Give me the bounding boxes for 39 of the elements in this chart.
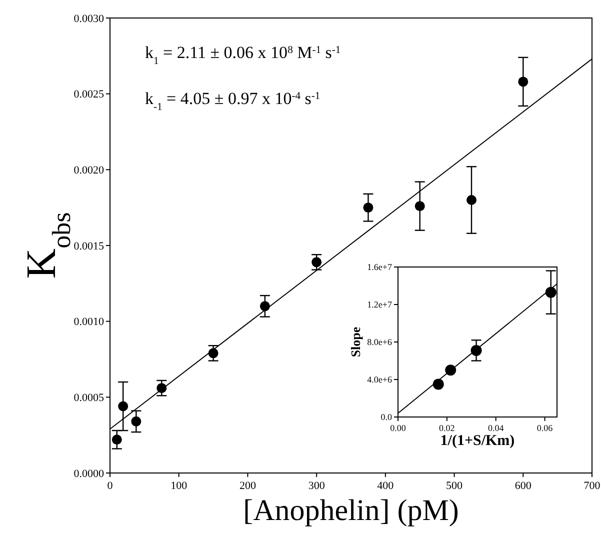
x-tick-label: 200 xyxy=(239,480,256,492)
y-tick-label: 8.0e+6 xyxy=(367,337,392,348)
point xyxy=(112,434,122,445)
point xyxy=(545,286,556,298)
y-tick-label: 4.0e+6 xyxy=(367,374,392,385)
x-tick-label: 600 xyxy=(514,480,532,492)
point xyxy=(414,201,425,212)
y-tick-label: 0.0025 xyxy=(74,88,104,101)
y-tick-label: 0.0005 xyxy=(74,392,104,404)
x-tick-label: 0.02 xyxy=(439,423,455,433)
x-tick-label: 500 xyxy=(446,480,464,492)
x-tick-label: 0 xyxy=(107,480,114,492)
y-tick-label: 1.2e+7 xyxy=(367,300,392,310)
y-axis-title: Slope xyxy=(348,326,363,358)
y-tick-label: 0.0015 xyxy=(74,240,104,252)
point xyxy=(363,202,374,213)
y-tick-label: 0.0000 xyxy=(74,468,104,480)
point xyxy=(518,76,528,87)
x-tick-label: 0.06 xyxy=(536,423,554,433)
x-tick-label: 0.04 xyxy=(488,423,504,433)
x-axis-title: 1/(1+S/Km) xyxy=(440,433,515,449)
point xyxy=(432,378,444,390)
annotation: k$_{-1}$ = 4.05 ± 0.97 x 10$^{-4}$ s$^{-1}$ xyxy=(145,89,320,112)
x-tick-label: 300 xyxy=(308,480,326,492)
y-tick-label: 1.6e+7 xyxy=(367,262,392,272)
point xyxy=(131,416,142,426)
y-tick-label: 0.0030 xyxy=(74,12,104,25)
y-tick-label: 0.0 xyxy=(380,412,392,422)
point xyxy=(312,257,322,268)
point xyxy=(118,401,128,412)
x-tick-label: 400 xyxy=(377,480,394,492)
point xyxy=(466,195,476,205)
y-tick-label: 0.0010 xyxy=(74,316,104,328)
x-axis-title: [Anophelin] (pM) xyxy=(243,494,459,527)
x-tick-label: 0.00 xyxy=(390,423,406,433)
annotation: k$_{1}$ = 2.11 ± 0.06 x 10$^{8}$ M$^{-1}$ s$^{-1}$ xyxy=(145,43,341,66)
x-tick-label: 700 xyxy=(584,480,601,492)
y-tick-label: 0.0020 xyxy=(74,164,104,177)
x-tick-label: 100 xyxy=(170,480,188,492)
